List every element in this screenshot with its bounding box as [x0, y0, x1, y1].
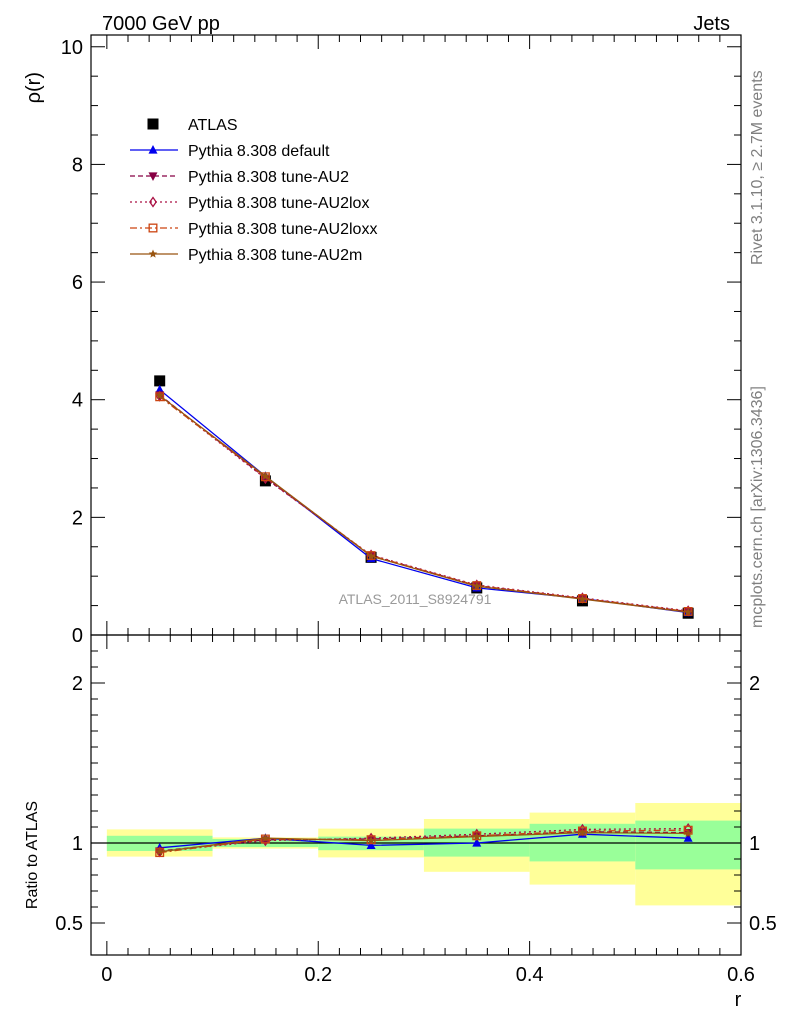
main-panel: 0 2 4 6 8 10 — [61, 34, 742, 647]
ratio-series-line — [159, 831, 689, 853]
main-point — [472, 581, 482, 590]
ratio-ytick-label-right: 1 — [749, 833, 760, 855]
ratio-ytick-label-right: 2 — [749, 673, 760, 695]
legend: ATLAS Pythia 8.308 default Pythia 8.308 tu… — [130, 117, 377, 264]
ratio-point — [472, 838, 482, 847]
ratio-ytick-label: 0.5 — [55, 913, 83, 935]
ratio-point — [366, 840, 376, 849]
legend-label: Pythia 8.308 default — [188, 143, 330, 160]
main-ytick-label: 8 — [72, 154, 83, 176]
ratio-ticks: 0.5 0.5 1 1 2 2 0 0.2 0.4 0.6 — [55, 621, 777, 986]
main-point — [261, 471, 270, 480]
xtick-label: 0.6 — [727, 964, 755, 986]
ratio-panel: 0.5 0.5 1 1 2 2 0 0.2 0.4 0.6 — [55, 621, 777, 986]
main-series-line — [159, 389, 689, 614]
legend-entry: ATLAS — [147, 117, 238, 134]
main-series-pythia-8-308-tune-au2m — [155, 391, 693, 616]
legend-entry: Pythia 8.308 tune-AU2 — [130, 169, 349, 186]
ratio-point — [472, 831, 482, 841]
band-green — [635, 820, 741, 870]
legend-label: ATLAS — [188, 117, 238, 134]
legend-label: Pythia 8.308 tune-AU2loxx — [188, 221, 377, 238]
ratio-frame — [90, 634, 742, 956]
ratio-ytick-label: 1 — [72, 833, 83, 855]
legend-entry: Pythia 8.308 tune-AU2loxx — [130, 221, 377, 238]
ratio-ylabel: Ratio to ATLAS — [24, 801, 41, 909]
ratio-point — [155, 847, 164, 856]
ratio-point — [367, 832, 376, 844]
main-series-pythia-8-308-tune-au2loxx — [155, 392, 693, 616]
main-ytick-label: 2 — [72, 507, 83, 529]
legend-marker — [148, 249, 158, 258]
side-label-rivet: Rivet 3.1.10, ≥ 2.7M events — [749, 70, 766, 265]
ratio-frame-rect — [90, 634, 742, 956]
legend-marker — [149, 196, 157, 208]
legend-entry: Pythia 8.308 tune-AU2m — [130, 247, 362, 264]
main-ytick-label: 6 — [72, 272, 83, 294]
legend-label: Pythia 8.308 tune-AU2m — [188, 247, 362, 264]
ratio-point — [261, 833, 270, 842]
ratio-ytick-label-right: 0.5 — [749, 913, 777, 935]
ratio-series — [155, 822, 693, 858]
xtick-label: 0.2 — [304, 964, 332, 986]
main-ticks: 0 2 4 6 8 10 — [61, 35, 742, 647]
main-series — [154, 375, 694, 619]
main-point — [154, 375, 166, 387]
ratio-point — [366, 835, 376, 845]
legend-entry: Pythia 8.308 tune-AU2lox — [130, 195, 369, 212]
x-axis-label: r — [735, 989, 742, 1011]
legend-marker — [148, 223, 158, 233]
main-series-pythia-8-308-tune-au2lox — [155, 390, 693, 617]
side-label-mcplots: mcplots.cern.ch [arXiv:1306.3436] — [749, 386, 766, 628]
legend-marker — [147, 118, 159, 130]
ratio-series-line — [159, 829, 689, 854]
main-ytick-label: 0 — [72, 625, 83, 647]
legend-marker — [148, 145, 158, 154]
main-series-line — [159, 395, 689, 612]
ratio-series-line — [159, 827, 689, 853]
main-series-line — [159, 394, 689, 613]
main-series-pythia-8-308-tune-au2 — [155, 391, 693, 617]
ratio-point — [683, 828, 693, 837]
ratio-point — [578, 828, 587, 837]
main-point — [366, 551, 376, 560]
main-point — [155, 384, 165, 394]
main-series-line — [159, 395, 689, 613]
ratio-ytick-label: 2 — [72, 673, 83, 695]
analysis-watermark: ATLAS_2011_S8924791 — [339, 591, 492, 607]
main-ytick-label: 4 — [72, 390, 83, 412]
ratio-point — [366, 836, 376, 845]
main-point — [683, 607, 693, 616]
ratio-point — [577, 826, 587, 836]
legend-label: Pythia 8.308 tune-AU2lox — [188, 195, 369, 212]
main-series-line — [159, 396, 689, 613]
main-series-atlas — [154, 375, 694, 619]
xtick-label: 0.4 — [516, 964, 544, 986]
main-series-pythia-8-308-default — [155, 384, 693, 617]
legend-marker — [148, 172, 158, 181]
main-point — [155, 391, 164, 400]
xtick-label: 0 — [101, 964, 112, 986]
header-left: 7000 GeV pp — [102, 13, 220, 35]
legend-label: Pythia 8.308 tune-AU2 — [188, 169, 349, 186]
header-right: Jets — [693, 13, 730, 35]
ratio-point — [472, 832, 482, 841]
ratio-series-pythia-8-308-tune-au2m — [155, 828, 693, 856]
main-ytick-label: 10 — [61, 37, 83, 59]
ratio-series-line — [159, 833, 689, 849]
main-point — [578, 594, 587, 603]
ratio-point — [472, 828, 481, 840]
main-ylabel: ρ(r) — [23, 72, 45, 103]
legend-entry: Pythia 8.308 default — [130, 143, 330, 160]
ratio-bands — [106, 803, 741, 906]
